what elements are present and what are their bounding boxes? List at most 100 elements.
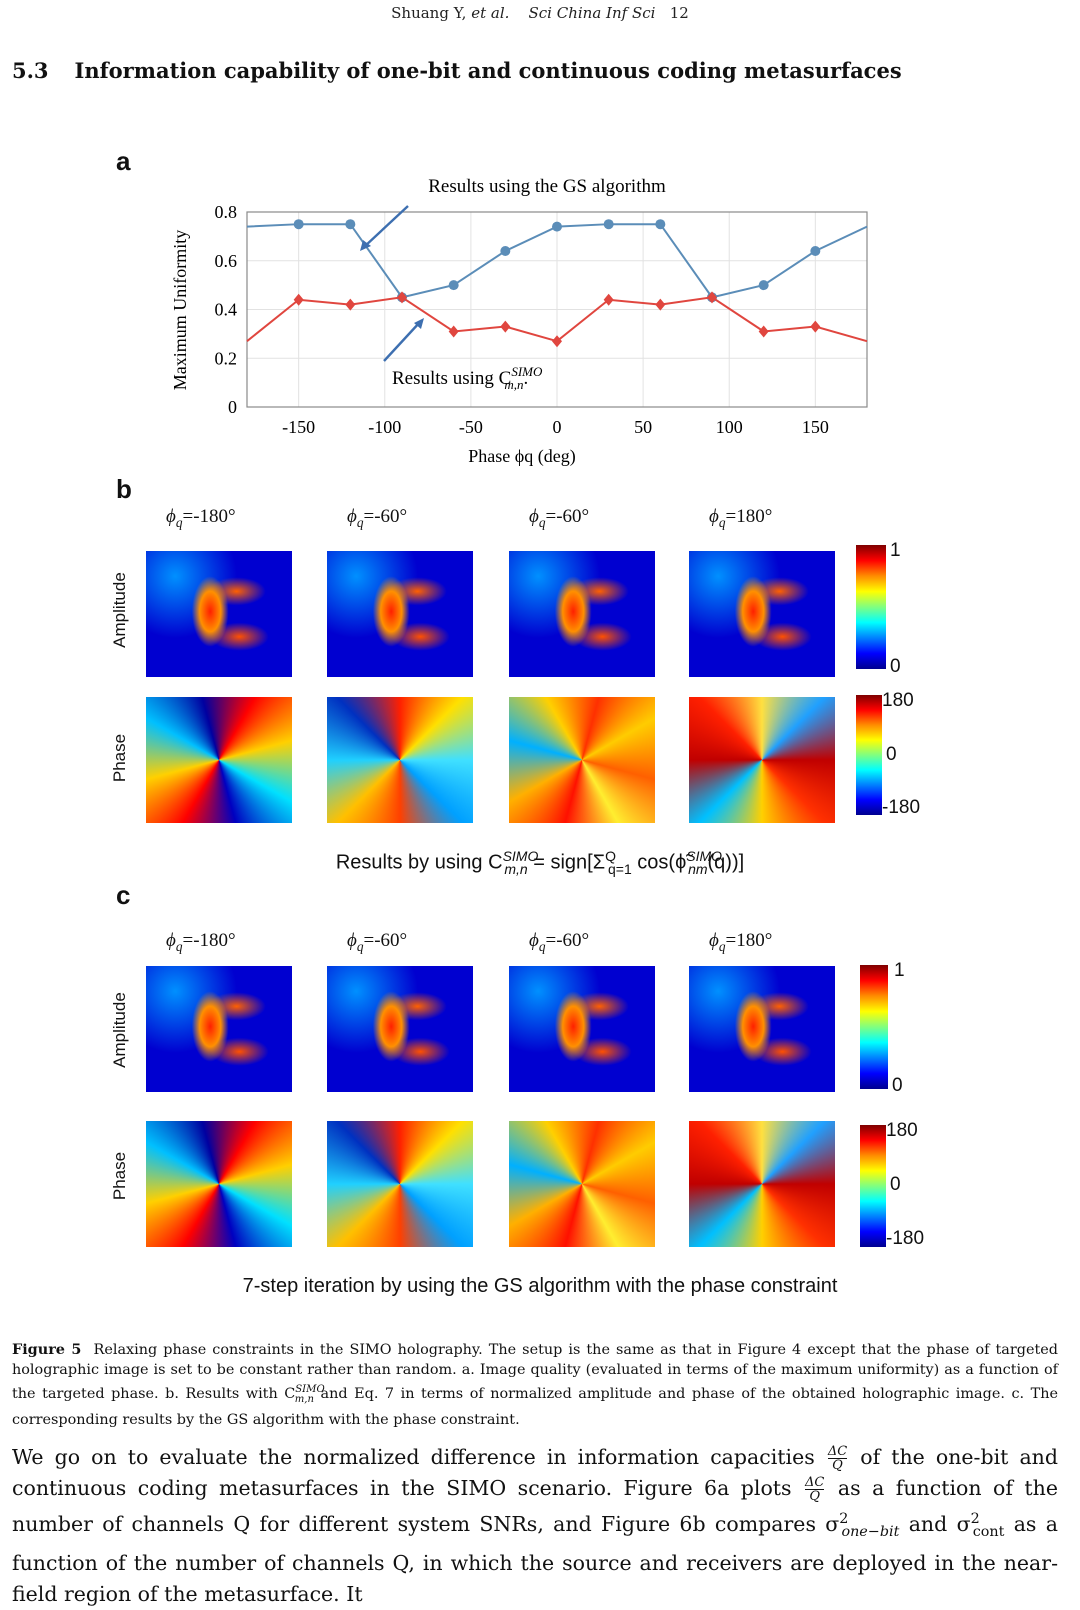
- caption-label: Figure 5: [12, 1341, 82, 1358]
- panel-b-phase-map: [327, 697, 473, 823]
- x-axis-label: Phase ϕq (deg): [468, 446, 575, 467]
- panel-c-amplitude-map: [146, 966, 292, 1092]
- y-tick-label: 0.4: [215, 300, 238, 320]
- fraction-2: ΔC Q: [805, 1475, 825, 1504]
- data-point-series-1: [810, 320, 821, 333]
- annotation-simo-arrowhead: [414, 318, 424, 329]
- panel-b-column-label: ϕq=-60°: [529, 506, 590, 530]
- panel-c-amplitude-map: [509, 966, 655, 1092]
- panel-b-amplitude-map: [327, 551, 473, 677]
- chart-grid: [247, 211, 867, 408]
- data-point-series-1: [758, 325, 769, 338]
- panel-c-phase-map: [146, 1121, 292, 1247]
- panel-b-phase-map: [509, 697, 655, 823]
- data-point-series-1: [293, 293, 304, 306]
- panel-c-phase-max: 180: [886, 1120, 918, 1141]
- section-heading: 5.3 Information capability of one-bit and…: [12, 58, 902, 83]
- panel-c-phase-colorbar: [860, 1125, 886, 1247]
- panel-c-row-phase: Phase: [110, 1151, 129, 1201]
- panel-b-column-label: ϕq=180°: [709, 506, 773, 530]
- data-point-series-0: [603, 219, 614, 230]
- plot-frame: [246, 211, 868, 408]
- data-point-series-1: [397, 291, 407, 304]
- data-point-series-1: [552, 335, 562, 348]
- data-point-series-0: [655, 219, 666, 230]
- data-point-series-1: [500, 320, 511, 333]
- x-tick-label: 100: [716, 417, 743, 437]
- x-tick-label: -50: [459, 417, 483, 437]
- panel-b-phase-map: [146, 697, 292, 823]
- annotation-gs: Results using the GS algorithm: [428, 176, 666, 197]
- y-tick-label: 0.6: [215, 251, 238, 271]
- panel-c-column-label: ϕq=-60°: [529, 930, 590, 954]
- panel-b-label: b: [116, 474, 132, 504]
- panel-b-row-phase: Phase: [110, 733, 129, 783]
- x-tick-label: -100: [368, 417, 401, 437]
- panel-b-amp-min: 0: [890, 656, 901, 677]
- chart-series: [246, 219, 868, 348]
- x-tick-label: 150: [802, 417, 829, 437]
- header-journal: Sci China Inf Sci: [528, 4, 656, 22]
- y-tick-label: 0.8: [215, 202, 238, 222]
- panel-a-label: a: [116, 146, 131, 176]
- data-point-series-1: [345, 298, 356, 311]
- panel-b-column-label: ϕq=-60°: [347, 506, 408, 530]
- annotation-gs-arrow: [363, 205, 409, 248]
- panel-c-amp-min: 0: [892, 1075, 903, 1096]
- data-point-series-1: [448, 325, 459, 338]
- panel-c-amplitude-colorbar: [860, 965, 888, 1089]
- y-tick-label: 0: [228, 397, 237, 417]
- fraction-1: ΔC Q: [827, 1444, 848, 1473]
- panel-c-note: 7-step iteration by using the GS algorit…: [242, 1275, 838, 1297]
- x-tick-label: -150: [282, 417, 315, 437]
- panel-c-column-label: ϕq=-60°: [347, 930, 408, 954]
- panel-c-phase-min: -180: [886, 1228, 925, 1249]
- annotation-simo-arrow: [383, 321, 421, 362]
- data-point-series-1: [603, 293, 614, 306]
- data-point-series-0: [552, 221, 562, 232]
- data-point-series-0: [448, 280, 459, 291]
- panel-b-column-label: ϕq=-180°: [166, 506, 236, 530]
- panel-b-amplitude-map: [689, 551, 835, 677]
- data-point-series-0: [345, 219, 356, 230]
- panel-b-amplitude-map: [146, 551, 292, 677]
- chart-ticks: -150 -100 -50 0 50 100 150 0 0.2 0.4 0.6 0.8: [215, 202, 829, 437]
- panel-b-amplitude-map: [509, 551, 655, 677]
- uniformity-chart: -150 -100 -50 0 50 100 150 0 0.2 0.4 0.6 0.8 Maximu…: [170, 176, 868, 467]
- panel-c-amp-max: 1: [894, 960, 905, 981]
- x-tick-label: 0: [553, 417, 562, 437]
- panel-c-column-label: ϕq=180°: [709, 930, 773, 954]
- panel-c-amplitude-map: [327, 966, 473, 1092]
- data-point-series-0: [293, 219, 304, 230]
- data-point-series-1: [655, 298, 666, 311]
- panel-c-amplitude-map: [689, 966, 835, 1092]
- panel-c-phase-mid: 0: [890, 1174, 901, 1195]
- running-header: Shuang Y, et al. Sci China Inf Sci 12: [0, 4, 1080, 22]
- y-tick-label: 0.2: [215, 348, 238, 368]
- section-title: Information capability of one-bit and co…: [74, 58, 902, 83]
- data-point-series-0: [758, 280, 769, 291]
- panel-c-row-amplitude: Amplitude: [110, 992, 129, 1068]
- panel-b-amp-max: 1: [890, 540, 901, 561]
- header-etal: et al.: [471, 4, 510, 22]
- section-number: 5.3: [12, 58, 49, 83]
- data-point-series-0: [810, 246, 821, 256]
- panel-c-phase-map: [327, 1121, 473, 1247]
- header-page: 12: [669, 4, 689, 22]
- y-axis-label: Maximum Uniformity: [170, 230, 190, 391]
- annotation-simo: Results using CSIMO m,n.: [392, 364, 543, 392]
- panel-c-phase-map: [509, 1121, 655, 1247]
- panel-c-label: c: [116, 880, 131, 910]
- x-tick-label: 50: [634, 417, 652, 437]
- data-point-series-0: [500, 246, 511, 256]
- figure-caption: Figure 5 Relaxing phase constraints in t…: [12, 1341, 1058, 1428]
- panel-b-phase-map: [689, 697, 835, 823]
- panel-b-amplitude-colorbar: [856, 545, 886, 669]
- panel-c-column-label: ϕq=-180°: [166, 930, 236, 954]
- panel-b-phase-colorbar: [856, 695, 882, 815]
- data-point-series-1: [707, 291, 717, 304]
- panel-b-phase-max: 180: [882, 690, 914, 711]
- panel-c-phase-map: [689, 1121, 835, 1247]
- panel-b-phase-mid: 0: [886, 744, 897, 765]
- panel-b-phase-min: -180: [882, 797, 921, 818]
